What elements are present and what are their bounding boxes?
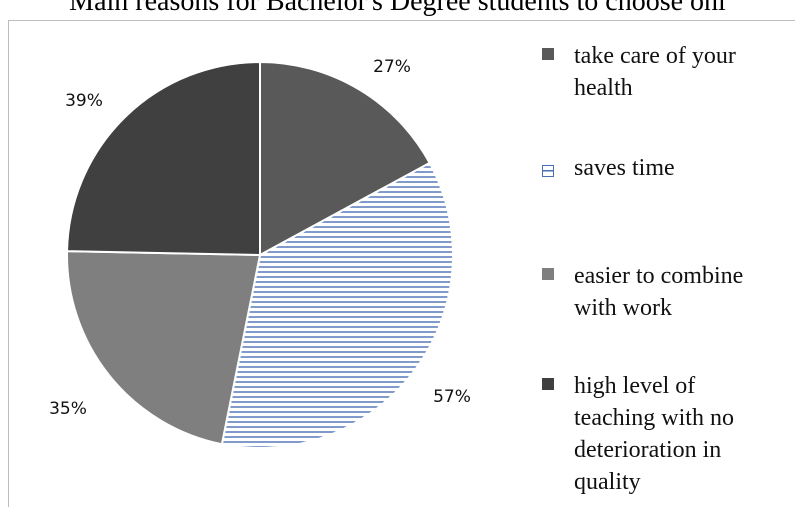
legend-label-1: take care of your health <box>574 43 736 101</box>
chart-frame-left-border <box>8 20 9 507</box>
legend-swatch-1 <box>542 48 554 60</box>
legend-swatch-4 <box>542 378 554 390</box>
pie-slice-2 <box>220 161 454 449</box>
chart-frame-top-border <box>8 20 795 21</box>
pie-slice-3 <box>66 250 262 446</box>
legend-label-4: high level of teaching with no deteriorati… <box>574 373 734 495</box>
chart-title: Main reasons for Bachelor's Degree stude… <box>69 0 726 17</box>
legend-swatch-3 <box>542 268 554 280</box>
pie-slice-1 <box>259 60 431 257</box>
pie-slice-4 <box>66 60 261 257</box>
data-label-2: 57% <box>433 387 471 407</box>
data-label-1: 27% <box>373 57 411 77</box>
data-label-3: 35% <box>49 399 87 419</box>
legend-label-2: saves time <box>574 155 675 181</box>
legend-swatch-2 <box>542 165 554 177</box>
data-label-4: 39% <box>65 91 103 111</box>
legend-label-3: easier to combine with work <box>574 263 744 321</box>
